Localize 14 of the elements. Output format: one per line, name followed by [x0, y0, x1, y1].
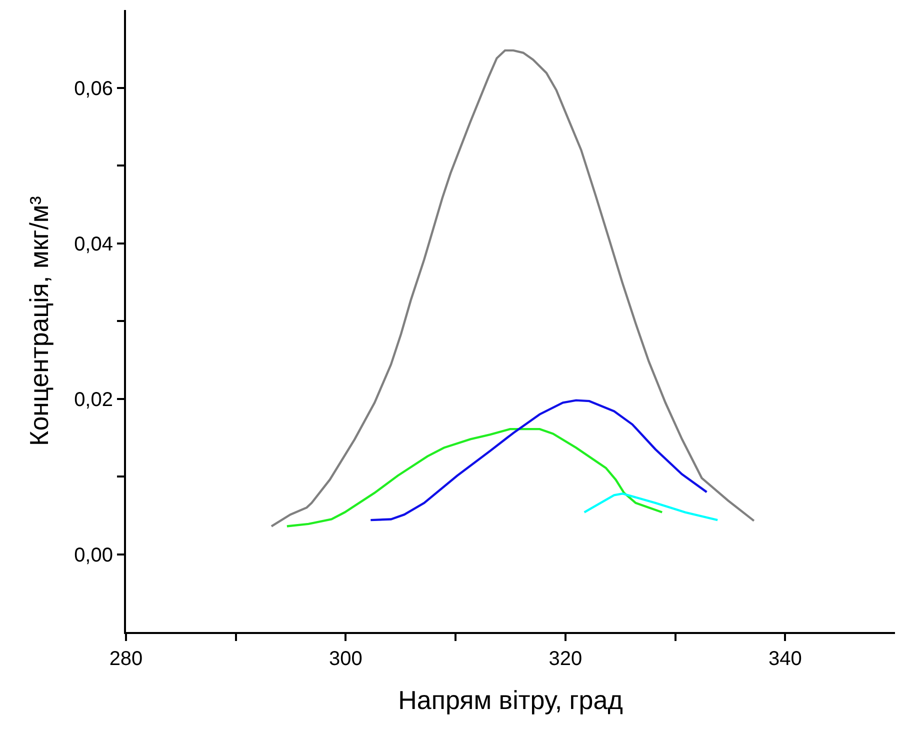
y-tick-label: 0,02	[74, 388, 113, 411]
y-axis-title: Концентрація, мкг/м³	[24, 196, 54, 446]
y-tick-label: 0,04	[74, 233, 113, 256]
x-tick-label: 320	[548, 648, 582, 670]
line-series	[270, 49, 756, 528]
y-tick-label: 0,06	[74, 78, 113, 100]
x-tick-label: 340	[768, 648, 802, 670]
line-series	[583, 492, 719, 522]
y-tick-label: 0,00	[74, 544, 113, 566]
x-tick-label: 300	[329, 648, 362, 670]
line-series	[286, 428, 664, 528]
x-tick-label: 280	[109, 648, 143, 670]
x-axis-title: Напрям вітру, град	[398, 685, 623, 716]
line-series	[370, 399, 708, 522]
